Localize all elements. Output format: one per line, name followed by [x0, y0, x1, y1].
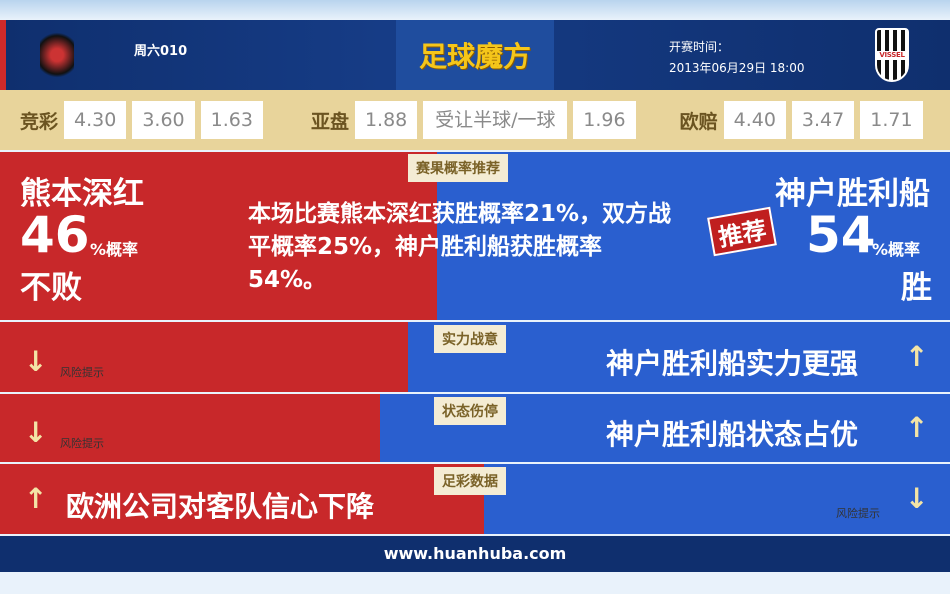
kickoff-label: 开赛时间：	[669, 40, 730, 54]
odds-value: 3.60	[132, 101, 195, 139]
row-tag: 状态伤停	[434, 397, 506, 425]
home-percent: 46	[20, 206, 90, 264]
yapan-label: 亚盘	[310, 110, 349, 133]
odds-value: 4.30	[64, 101, 127, 139]
away-percent: 54	[806, 206, 876, 264]
prediction-tag: 赛果概率推荐	[408, 154, 508, 182]
home-team-logo	[40, 28, 74, 82]
risk-hint: 风险提示	[60, 437, 104, 450]
jingcai-label: 竞彩	[20, 110, 59, 133]
home-result: 不败	[20, 270, 82, 306]
handicap-value: 受让半球/一球	[423, 101, 568, 139]
row-home-panel	[0, 322, 408, 392]
row-home-panel	[0, 394, 380, 462]
home-team-name: 熊本深红	[20, 176, 144, 212]
away-result: 胜	[901, 270, 932, 306]
arrow-up-icon: ↑	[905, 340, 929, 373]
arrow-down-icon: ↓	[24, 416, 48, 449]
odds-value: 1.71	[860, 101, 923, 139]
row-text: 神户胜利船状态占优	[606, 418, 859, 451]
row-text: 神户胜利船实力更强	[606, 347, 859, 380]
odds-bar: 竞彩 4.30 3.60 1.63 亚盘 1.88 受让半球/一球 1.96 欧…	[0, 90, 950, 150]
app-logo: 足球魔方	[396, 20, 554, 90]
footer-url[interactable]: www.huanhuba.com	[0, 536, 950, 572]
arrow-down-icon: ↓	[24, 345, 48, 378]
risk-hint: 风险提示	[60, 366, 104, 379]
away-panel	[437, 152, 950, 320]
arrow-down-icon: ↓	[905, 482, 929, 515]
odds-value: 1.88	[354, 101, 418, 139]
home-panel	[0, 152, 437, 320]
match-id: 周六010	[134, 44, 188, 59]
kickoff-time: 2013年06月29日 18:00	[669, 61, 805, 75]
odds-value: 1.63	[200, 101, 263, 139]
percent-suffix: %概率	[872, 240, 921, 259]
oupei-label: 欧赔	[679, 110, 718, 133]
away-team-logo: VISSEL	[875, 28, 909, 82]
percent-suffix: %概率	[90, 240, 139, 259]
odds-value: 4.40	[723, 101, 786, 139]
odds-value: 3.47	[791, 101, 855, 139]
row-tag: 足彩数据	[434, 467, 506, 495]
odds-value: 1.96	[573, 101, 636, 139]
row-text: 欧洲公司对客队信心下降	[66, 490, 375, 523]
row-home-panel	[0, 464, 484, 534]
away-team-name: 神户胜利船	[775, 176, 930, 212]
prediction-summary: 本场比赛熊本深红获胜概率21%，双方战平概率25%，神户胜利船获胜概率54%。	[248, 201, 672, 293]
arrow-up-icon: ↑	[24, 482, 48, 515]
away-logo-text: VISSEL	[877, 50, 907, 60]
row-away-panel	[484, 464, 950, 534]
arrow-up-icon: ↑	[905, 411, 929, 444]
risk-hint: 风险提示	[836, 507, 880, 520]
row-tag: 实力战意	[434, 325, 506, 353]
